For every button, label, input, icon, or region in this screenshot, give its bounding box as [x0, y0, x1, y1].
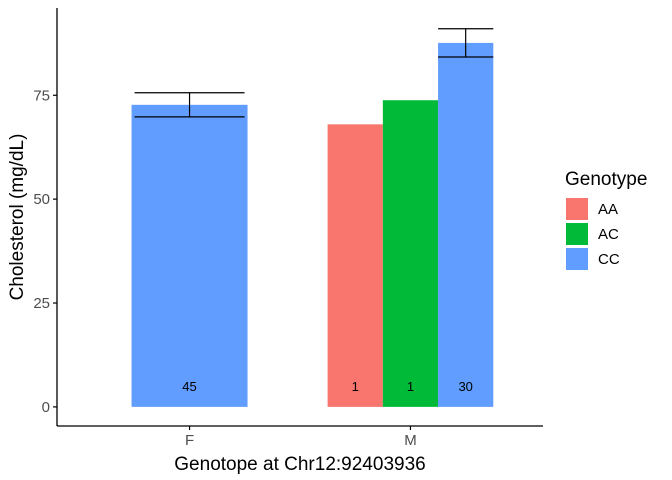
legend-key-AA	[566, 198, 588, 220]
y-tick-label: 0	[42, 399, 50, 416]
legend: Genotype AA AC CC	[565, 169, 647, 270]
legend-label-CC: CC	[598, 251, 620, 268]
y-tick-label: 75	[33, 87, 50, 104]
y-tick-label: 25	[33, 295, 50, 312]
y-axis-ticks: 0 25 50 75	[33, 87, 57, 416]
bar-M-CC	[438, 42, 494, 407]
legend-key-CC	[566, 248, 588, 270]
count-label-M-AA: 1	[352, 379, 359, 394]
count-label-M-AC: 1	[407, 379, 414, 394]
error-bar-F-CC	[134, 92, 245, 118]
legend-label-AC: AC	[598, 226, 619, 243]
y-tick-label: 50	[33, 191, 50, 208]
x-axis-title: Genotope at Chr12:92403936	[174, 454, 425, 475]
legend-title: Genotype	[565, 169, 647, 190]
bar-F-CC	[131, 104, 248, 407]
x-tick-label: M	[404, 432, 417, 449]
x-tick-label: F	[185, 432, 194, 449]
bar-M-AA	[327, 124, 383, 407]
bars	[131, 42, 494, 407]
y-axis-title: Cholesterol (mg/dL)	[7, 134, 28, 301]
bar-M-AC	[382, 100, 439, 407]
legend-key-AC	[566, 223, 588, 245]
count-label-F-CC: 45	[182, 379, 196, 394]
count-label-M-CC: 30	[458, 379, 472, 394]
count-labels: 45 1 1 30	[182, 379, 473, 394]
error-bars	[134, 28, 494, 118]
legend-label-AA: AA	[598, 201, 618, 218]
error-bar-M-CC	[438, 28, 494, 58]
